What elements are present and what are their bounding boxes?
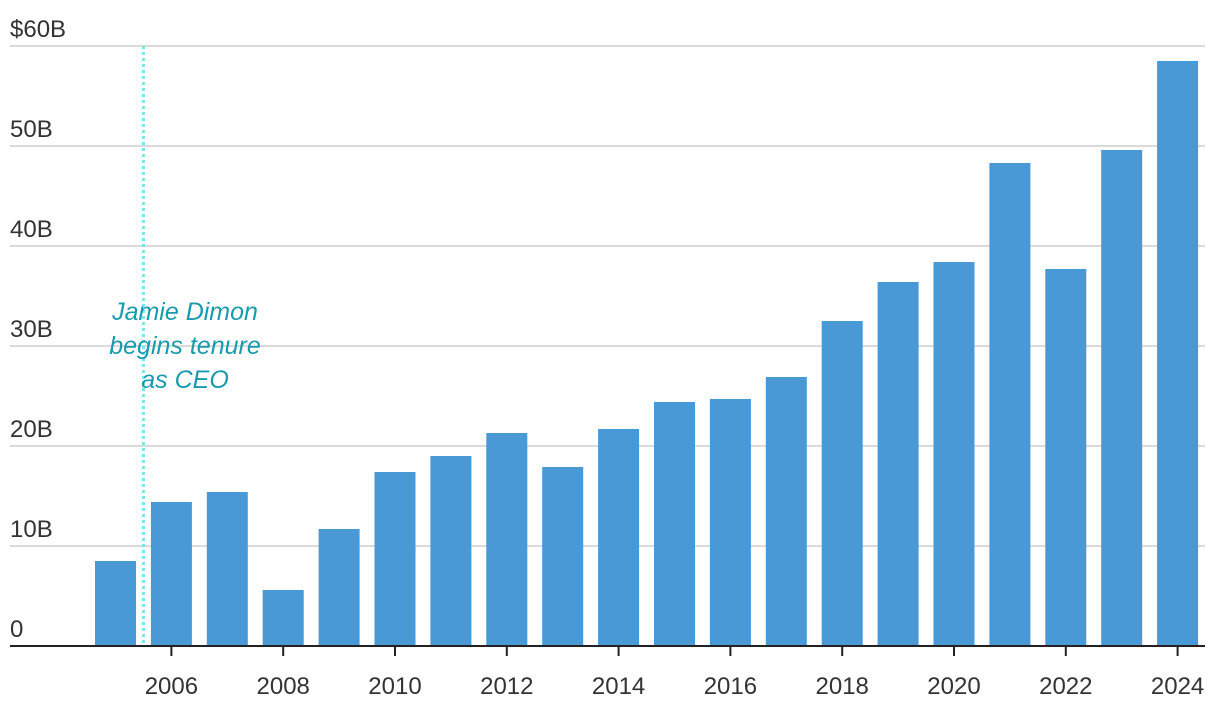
y-axis-labels: 0 10B 20B 30B 40B 50B $60B (10, 16, 66, 643)
annotation-line: Jamie Dimon (111, 298, 258, 326)
x-tick-label: 2012 (480, 673, 533, 700)
bar-2005 (95, 561, 136, 646)
bar-2013 (542, 467, 584, 646)
x-tick-label: 2014 (592, 673, 645, 700)
x-axis-ticks: 2006 2008 2010 2012 2014 2016 2018 2020 2022 2024 (145, 646, 1204, 700)
annotation-line: begins tenure (109, 332, 261, 360)
bar-2012 (486, 433, 528, 646)
bar-2007 (206, 492, 248, 646)
bar-2024 (1157, 61, 1199, 646)
bar-2006 (150, 502, 192, 646)
y-tick-label: 30B (10, 316, 53, 343)
bar-2017 (765, 377, 807, 646)
bar-2014 (598, 429, 640, 646)
bar-2019 (877, 282, 919, 646)
x-tick-label: 2010 (368, 673, 421, 700)
bar-2011 (430, 456, 472, 646)
bar-2021 (989, 163, 1031, 646)
bar-2010 (374, 472, 416, 646)
y-tick-label: 20B (10, 416, 53, 443)
bar-2023 (1101, 150, 1143, 646)
x-tick-label: 2024 (1151, 673, 1204, 700)
bar-2018 (821, 321, 863, 646)
x-tick-label: 2018 (816, 673, 869, 700)
y-tick-label: 50B (10, 116, 53, 143)
y-tick-label: $60B (10, 16, 66, 43)
x-tick-label: 2022 (1039, 673, 1092, 700)
x-tick-label: 2008 (257, 673, 310, 700)
y-tick-label: 10B (10, 516, 53, 543)
annotation-line: as CEO (141, 366, 229, 394)
ceo-marker: Jamie Dimon begins tenure as CEO (109, 46, 261, 646)
bars (95, 61, 1199, 646)
bar-2015 (654, 402, 695, 646)
x-tick-label: 2016 (704, 673, 757, 700)
x-tick-label: 2006 (145, 673, 198, 700)
y-tick-label: 0 (10, 616, 23, 643)
y-tick-label: 40B (10, 216, 53, 243)
x-tick-label: 2020 (927, 673, 980, 700)
bar-2016 (709, 399, 751, 646)
bar-2020 (933, 262, 975, 646)
bar-2022 (1045, 269, 1087, 646)
bar-2008 (262, 590, 304, 646)
bar-2009 (318, 529, 360, 646)
